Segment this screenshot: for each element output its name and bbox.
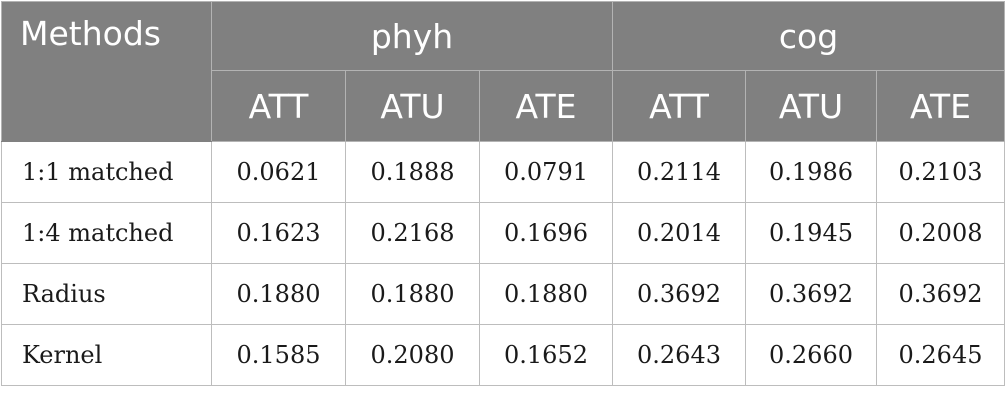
value-cell: 0.1880	[478, 263, 614, 325]
table-row: 1:1 matched 0.0621 0.1888 0.0791 0.2114 …	[1, 141, 1005, 203]
subcolumn-header-phyh-att: ATT	[211, 70, 346, 142]
value-cell: 0.0621	[211, 141, 346, 203]
value-cell: 0.3692	[745, 263, 878, 325]
value-cell: 0.1652	[478, 324, 614, 386]
value-cell: 0.2643	[612, 324, 747, 386]
method-cell: 1:4 matched	[1, 202, 212, 264]
header-group-row: Methods phyh cog	[1, 1, 1005, 142]
value-cell: 0.2645	[876, 324, 1005, 386]
value-cell: 0.1888	[345, 141, 480, 203]
value-cell: 0.1623	[211, 202, 346, 264]
value-cell: 0.1880	[345, 263, 480, 325]
value-cell: 0.2008	[876, 202, 1005, 264]
method-cell: Kernel	[1, 324, 212, 386]
value-cell: 0.2168	[345, 202, 480, 264]
value-cell: 0.3692	[876, 263, 1005, 325]
value-cell: 0.1696	[478, 202, 614, 264]
value-cell: 0.2660	[745, 324, 878, 386]
value-cell: 0.1585	[211, 324, 346, 386]
group-header-phyh: phyh	[210, 1, 614, 71]
subcolumn-header-phyh-atu: ATU	[345, 70, 480, 142]
value-cell: 0.1986	[745, 141, 878, 203]
value-cell: 0.1945	[745, 202, 878, 264]
value-cell: 0.2080	[345, 324, 480, 386]
method-cell: 1:1 matched	[1, 141, 212, 203]
table-row: Kernel 0.1585 0.2080 0.1652 0.2643 0.266…	[1, 324, 1005, 386]
value-cell: 0.2014	[612, 202, 747, 264]
methods-column-header: Methods	[1, 1, 212, 142]
value-cell: 0.2103	[876, 141, 1005, 203]
value-cell: 0.3692	[612, 263, 747, 325]
value-cell: 0.0791	[478, 141, 614, 203]
results-table: Methods phyh cog ATT ATU ATE ATT ATU ATE…	[1, 1, 1005, 386]
value-cell: 0.1880	[211, 263, 346, 325]
subcolumn-header-phyh-ate: ATE	[478, 70, 614, 142]
header-subcolumn-row: ATT ATU ATE ATT ATU ATE	[2, 70, 1005, 142]
group-header-cog: cog	[612, 1, 1005, 71]
subcolumn-header-cog-att: ATT	[612, 70, 747, 142]
table-row: 1:4 matched 0.1623 0.2168 0.1696 0.2014 …	[1, 202, 1005, 264]
subcolumn-header-cog-atu: ATU	[745, 70, 878, 142]
table-body: 1:1 matched 0.0621 0.1888 0.0791 0.2114 …	[1, 141, 1005, 386]
value-cell: 0.2114	[612, 141, 747, 203]
table-header: Methods phyh cog ATT ATU ATE ATT ATU ATE	[1, 1, 1005, 142]
table-row: Radius 0.1880 0.1880 0.1880 0.3692 0.369…	[1, 263, 1005, 325]
subcolumn-header-cog-ate: ATE	[876, 70, 1005, 142]
method-cell: Radius	[1, 263, 212, 325]
